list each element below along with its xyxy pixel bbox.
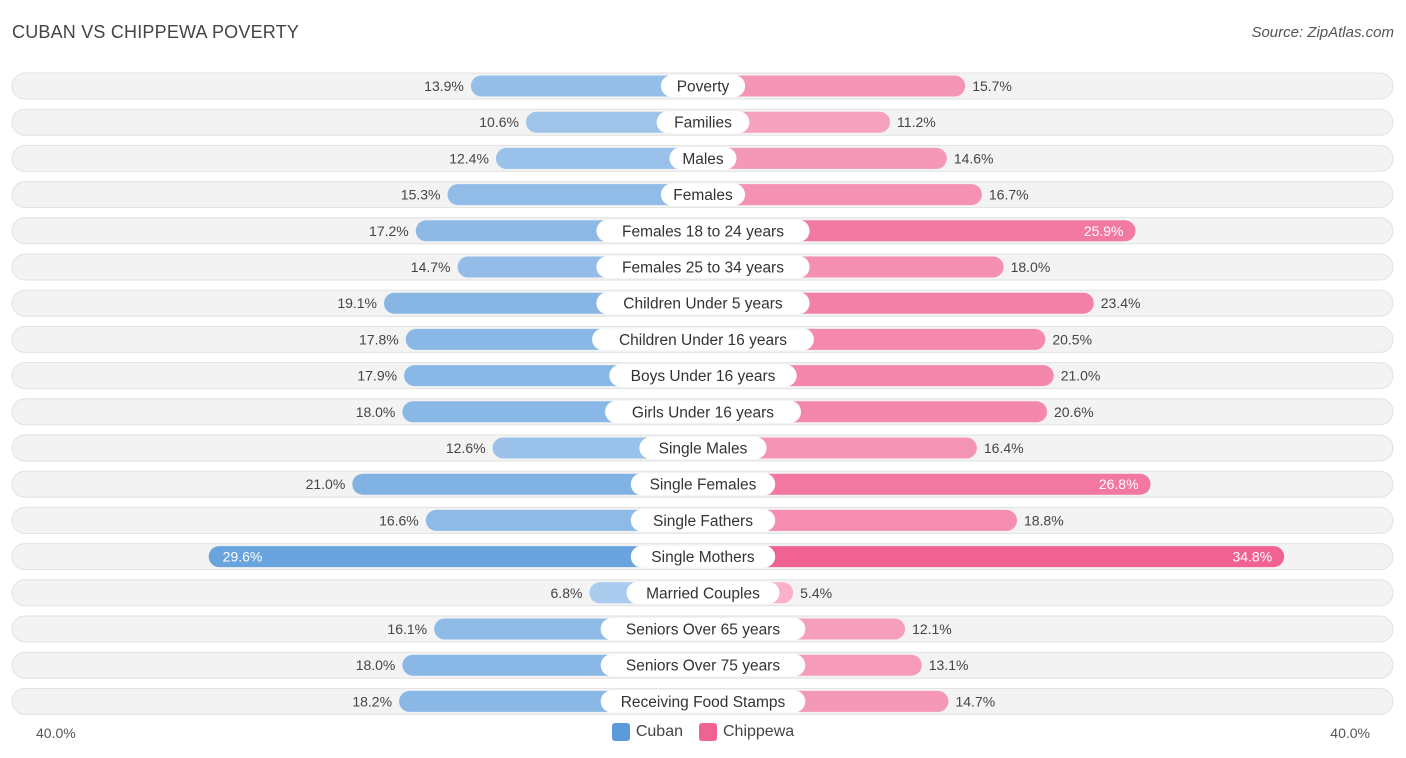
legend: Cuban Chippewa	[0, 723, 1406, 741]
value-label-cuban-females: 15.3%	[401, 187, 441, 203]
value-label-chippewa-single-females: 26.8%	[1099, 476, 1139, 492]
value-label-chippewa-boys-under-16-years: 21.0%	[1061, 368, 1101, 384]
value-label-cuban-single-fathers: 16.6%	[379, 512, 419, 528]
bar-chippewa-males	[703, 148, 947, 169]
category-label-single-males: Single Males	[659, 441, 748, 458]
value-label-chippewa-females: 16.7%	[989, 187, 1029, 203]
category-label-females-18-to-24-years: Females 18 to 24 years	[622, 223, 784, 240]
bar-cuban-single-mothers	[209, 546, 703, 567]
category-label-children-under-16-years: Children Under 16 years	[619, 332, 787, 349]
value-label-cuban-children-under-16-years: 17.8%	[359, 331, 399, 347]
value-label-cuban-single-males: 12.6%	[446, 440, 486, 456]
value-label-chippewa-single-mothers: 34.8%	[1232, 549, 1272, 565]
value-label-chippewa-males: 14.6%	[954, 150, 994, 166]
legend-item-cuban: Cuban	[612, 723, 683, 741]
chart: 13.9% 15.7% Poverty 10.6% 11.2% Families 12.4%…	[0, 0, 1406, 758]
value-label-cuban-boys-under-16-years: 17.9%	[357, 368, 397, 384]
value-label-cuban-children-under-5-years: 19.1%	[337, 295, 377, 311]
legend-item-chippewa: Chippewa	[699, 723, 794, 741]
value-label-chippewa-receiving-food-stamps: 14.7%	[955, 693, 995, 709]
category-label-single-mothers: Single Mothers	[651, 549, 755, 566]
category-label-children-under-5-years: Children Under 5 years	[623, 296, 783, 313]
value-label-chippewa-seniors-over-75-years: 13.1%	[929, 657, 969, 673]
legend-label-cuban: Cuban	[636, 723, 683, 741]
legend-label-chippewa: Chippewa	[723, 723, 794, 741]
category-label-boys-under-16-years: Boys Under 16 years	[631, 368, 776, 385]
category-label-seniors-over-65-years: Seniors Over 65 years	[626, 622, 780, 639]
value-label-cuban-girls-under-16-years: 18.0%	[356, 404, 396, 420]
category-label-poverty: Poverty	[677, 79, 730, 96]
category-label-females: Females	[673, 187, 733, 204]
category-label-single-females: Single Females	[650, 477, 757, 494]
value-label-cuban-families: 10.6%	[479, 114, 519, 130]
value-label-chippewa-girls-under-16-years: 20.6%	[1054, 404, 1094, 420]
value-label-cuban-married-couples: 6.8%	[551, 585, 583, 601]
value-label-chippewa-females-25-to-34-years: 18.0%	[1011, 259, 1051, 275]
value-label-chippewa-poverty: 15.7%	[972, 78, 1012, 94]
value-label-cuban-seniors-over-65-years: 16.1%	[387, 621, 427, 637]
value-label-chippewa-children-under-5-years: 23.4%	[1101, 295, 1141, 311]
category-label-receiving-food-stamps: Receiving Food Stamps	[621, 694, 786, 711]
value-label-cuban-poverty: 13.9%	[424, 78, 464, 94]
value-label-chippewa-seniors-over-65-years: 12.1%	[912, 621, 952, 637]
value-label-cuban-single-females: 21.0%	[306, 476, 346, 492]
category-label-females-25-to-34-years: Females 25 to 34 years	[622, 260, 784, 277]
bar-chippewa-single-mothers	[703, 546, 1284, 567]
legend-swatch-chippewa	[699, 723, 717, 741]
value-label-cuban-receiving-food-stamps: 18.2%	[352, 693, 392, 709]
value-label-chippewa-females-18-to-24-years: 25.9%	[1084, 223, 1124, 239]
category-label-families: Families	[674, 115, 732, 132]
value-label-cuban-males: 12.4%	[449, 150, 489, 166]
category-label-girls-under-16-years: Girls Under 16 years	[632, 404, 774, 421]
legend-swatch-cuban	[612, 723, 630, 741]
category-label-males: Males	[682, 151, 724, 168]
value-label-chippewa-single-males: 16.4%	[984, 440, 1024, 456]
value-label-chippewa-families: 11.2%	[897, 114, 936, 130]
category-label-seniors-over-75-years: Seniors Over 75 years	[626, 658, 780, 675]
value-label-chippewa-children-under-16-years: 20.5%	[1052, 331, 1092, 347]
value-label-cuban-single-mothers: 29.6%	[223, 549, 263, 565]
category-label-married-couples: Married Couples	[646, 585, 760, 602]
value-label-cuban-seniors-over-75-years: 18.0%	[356, 657, 396, 673]
value-label-chippewa-married-couples: 5.4%	[800, 585, 832, 601]
value-label-chippewa-single-fathers: 18.8%	[1024, 512, 1064, 528]
value-label-cuban-females-18-to-24-years: 17.2%	[369, 223, 409, 239]
value-label-cuban-females-25-to-34-years: 14.7%	[411, 259, 451, 275]
category-label-single-fathers: Single Fathers	[653, 513, 753, 530]
